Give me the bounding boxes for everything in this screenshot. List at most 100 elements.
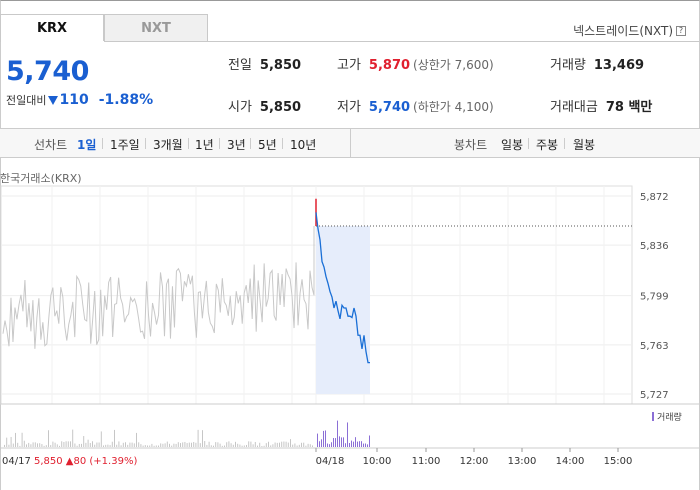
- help-icon[interactable]: ?: [676, 25, 686, 36]
- nxt-link[interactable]: 넥스트레이드(NXT) ?: [573, 22, 686, 39]
- volume-bar: [369, 435, 370, 447]
- y-tick-label: 5,799: [640, 292, 669, 303]
- volume-bar: [83, 436, 85, 447]
- volume-bar: [237, 443, 239, 447]
- volume-bar: [92, 441, 93, 447]
- volume-bar: [210, 445, 212, 447]
- volume-bar: [48, 430, 49, 447]
- volume-bar: [246, 444, 247, 447]
- volume-bar: [254, 441, 256, 447]
- stat-open: 시가 5,850: [228, 100, 302, 115]
- tab-divider: [0, 41, 700, 42]
- volume-bar: [204, 441, 206, 447]
- volume-bar: [206, 444, 208, 447]
- volume-bar: [103, 445, 104, 447]
- volume-bar: [17, 442, 19, 447]
- volume-bar: [59, 445, 60, 447]
- volume-bar: [164, 443, 166, 447]
- volume-bar: [56, 444, 58, 447]
- volume-bar: [151, 443, 153, 447]
- volume-bar: [177, 442, 179, 447]
- x-tick-label: 04/18: [316, 456, 345, 467]
- volume-bar: [61, 441, 63, 447]
- volume-bar: [74, 443, 76, 447]
- line-chart-label: 선차트: [34, 138, 68, 152]
- volume-bar: [4, 444, 5, 447]
- period-10y[interactable]: 10년: [290, 138, 317, 152]
- period-monthly[interactable]: 월봉: [573, 138, 596, 152]
- volume-bar: [347, 422, 348, 447]
- volume-bar: [193, 441, 195, 447]
- volume-bar: [250, 441, 252, 447]
- today-area: [316, 226, 370, 394]
- volume-bar: [50, 445, 52, 447]
- period-1d[interactable]: 1일: [77, 138, 97, 152]
- volume-bar: [241, 445, 243, 447]
- volume-bar: [37, 443, 38, 447]
- volume-bar: [65, 441, 67, 447]
- volume-bar: [175, 443, 177, 447]
- volume-bar: [129, 442, 131, 447]
- volume-bar: [180, 443, 181, 447]
- period-5y[interactable]: 5년: [258, 138, 277, 152]
- volume-bar: [355, 437, 356, 447]
- volume-bar: [173, 443, 175, 447]
- period-1y[interactable]: 1년: [195, 138, 214, 152]
- volume-bar: [333, 437, 334, 447]
- volume-bar: [363, 443, 364, 447]
- volume-bar: [94, 444, 96, 447]
- volume-bar: [357, 441, 358, 447]
- volume-bar: [34, 442, 36, 447]
- volume-bar: [98, 442, 100, 447]
- today-price-line: [315, 212, 370, 364]
- volume-bar: [96, 442, 98, 447]
- volume-bar: [191, 442, 192, 447]
- period-weekly[interactable]: 주봉: [536, 138, 559, 152]
- period-1w[interactable]: 1주일: [110, 138, 140, 152]
- stat-prev-close: 전일 5,850: [228, 58, 302, 73]
- volume-bar: [321, 439, 322, 447]
- volume-bar: [232, 444, 234, 447]
- tab-krx[interactable]: KRX: [0, 14, 104, 42]
- volume-bar: [6, 437, 8, 447]
- volume-bar: [301, 442, 302, 447]
- volume-bar: [283, 441, 285, 447]
- tab-nxt[interactable]: NXT: [104, 14, 208, 42]
- volume-bar: [70, 441, 71, 447]
- exchange-tabs: KRX NXT: [0, 14, 208, 42]
- volume-bar: [125, 442, 126, 447]
- volume-bar: [276, 442, 278, 447]
- volume-bar: [155, 445, 157, 447]
- volume-bar: [279, 442, 280, 447]
- period-3m[interactable]: 3개월: [153, 138, 183, 152]
- volume-bar: [140, 444, 142, 447]
- volume-bar: [339, 436, 340, 447]
- volume-bar: [54, 442, 56, 447]
- price-change: 전일대비 110 -1.88%: [6, 92, 153, 108]
- volume-bar: [28, 442, 30, 447]
- volume-bar: [319, 441, 320, 447]
- volume-bar: [309, 444, 311, 447]
- volume-bar: [52, 441, 54, 447]
- volume-bar: [39, 443, 41, 447]
- volume-bar: [351, 440, 352, 447]
- volume-bar: [21, 432, 23, 447]
- volume-bar: [221, 445, 223, 447]
- volume-bar: [199, 443, 201, 447]
- period-daily[interactable]: 일봉: [501, 138, 524, 152]
- volume-bar: [81, 443, 82, 447]
- volume-bar: [12, 443, 14, 447]
- volume-bar: [337, 420, 338, 447]
- volume-bar: [26, 444, 27, 447]
- period-3y[interactable]: 3년: [227, 138, 246, 152]
- volume-bar: [312, 445, 313, 447]
- volume-bar: [202, 430, 203, 447]
- volume-bar: [226, 442, 228, 447]
- volume-bar: [208, 441, 210, 447]
- volume-bar: [45, 445, 47, 447]
- volume-bar: [215, 442, 217, 447]
- volume-legend-swatch: [652, 412, 654, 421]
- volume-bar: [127, 444, 129, 447]
- prev-day-info: 04/17 5,850 ▲80 (+1.39%): [2, 456, 137, 467]
